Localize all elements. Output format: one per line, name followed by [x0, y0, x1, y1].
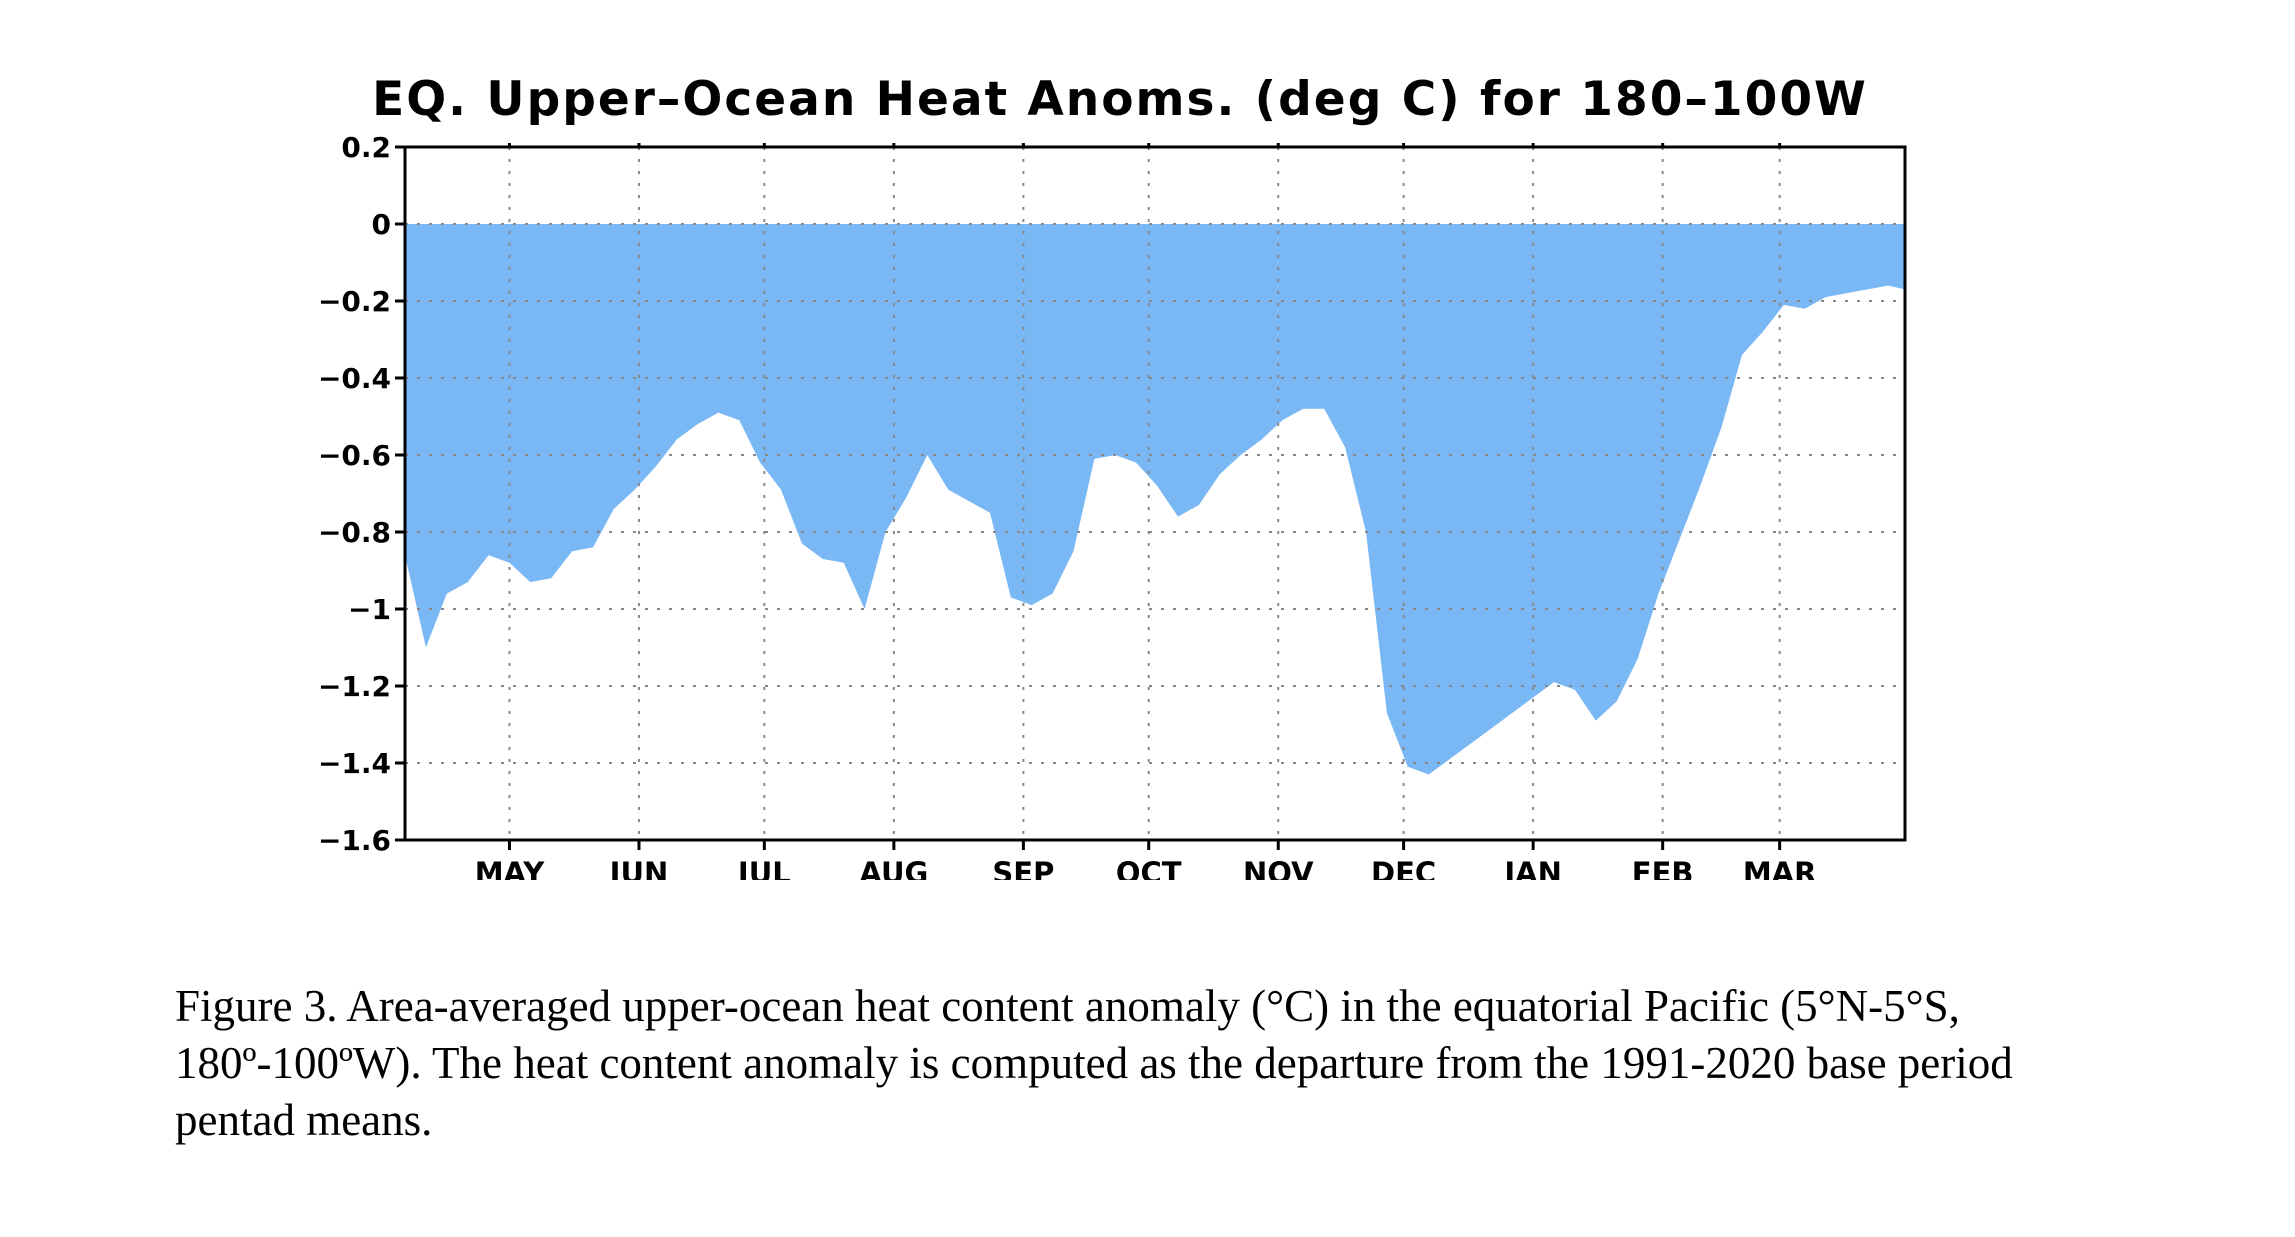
figure-caption: Figure 3. Area-averaged upper-ocean heat…: [175, 981, 2013, 1145]
y-tick-label: −0.8: [318, 516, 391, 549]
y-tick-label: −1.6: [318, 824, 391, 857]
y-tick-label: 0.2: [341, 131, 391, 164]
x-tick-label: NOV: [1243, 856, 1314, 880]
y-tick-label: −1: [348, 593, 391, 626]
x-tick-label: JAN: [1502, 856, 1562, 880]
x-tick-label: MAY: [475, 856, 546, 880]
y-tick-label: −0.6: [318, 439, 391, 472]
x-tick-label: AUG: [859, 856, 928, 880]
x-tick-label: FEB: [1632, 856, 1694, 880]
x-tick-label: OCT: [1116, 856, 1182, 880]
x-tick-label: JUL: [736, 856, 791, 880]
x-tick-label: MAR: [1743, 856, 1817, 880]
x-tick-label: JUN: [608, 856, 669, 880]
y-tick-label: −0.4: [318, 362, 391, 395]
heat-anomaly-chart: EQ. Upper–Ocean Heat Anoms. (deg C) for …: [318, 72, 1907, 880]
anomaly-area: [405, 224, 1905, 775]
plot-frame: [403, 145, 1907, 842]
y-tick-label: −1.4: [318, 747, 391, 780]
x-tick-label: DEC: [1371, 856, 1436, 880]
chart-title: EQ. Upper–Ocean Heat Anoms. (deg C) for …: [372, 72, 1868, 127]
x-tick-label: SEP: [992, 856, 1054, 880]
y-tick-label: −1.2: [318, 670, 391, 703]
y-tick-label: −0.2: [318, 285, 391, 318]
plot-area: 0.2 0 −0.2 −0.4 −0.6 −0.8 −1 −1.2 −1.4 −1.6 MAY JUN…: [318, 131, 1907, 880]
y-tick-label: 0: [372, 208, 391, 241]
